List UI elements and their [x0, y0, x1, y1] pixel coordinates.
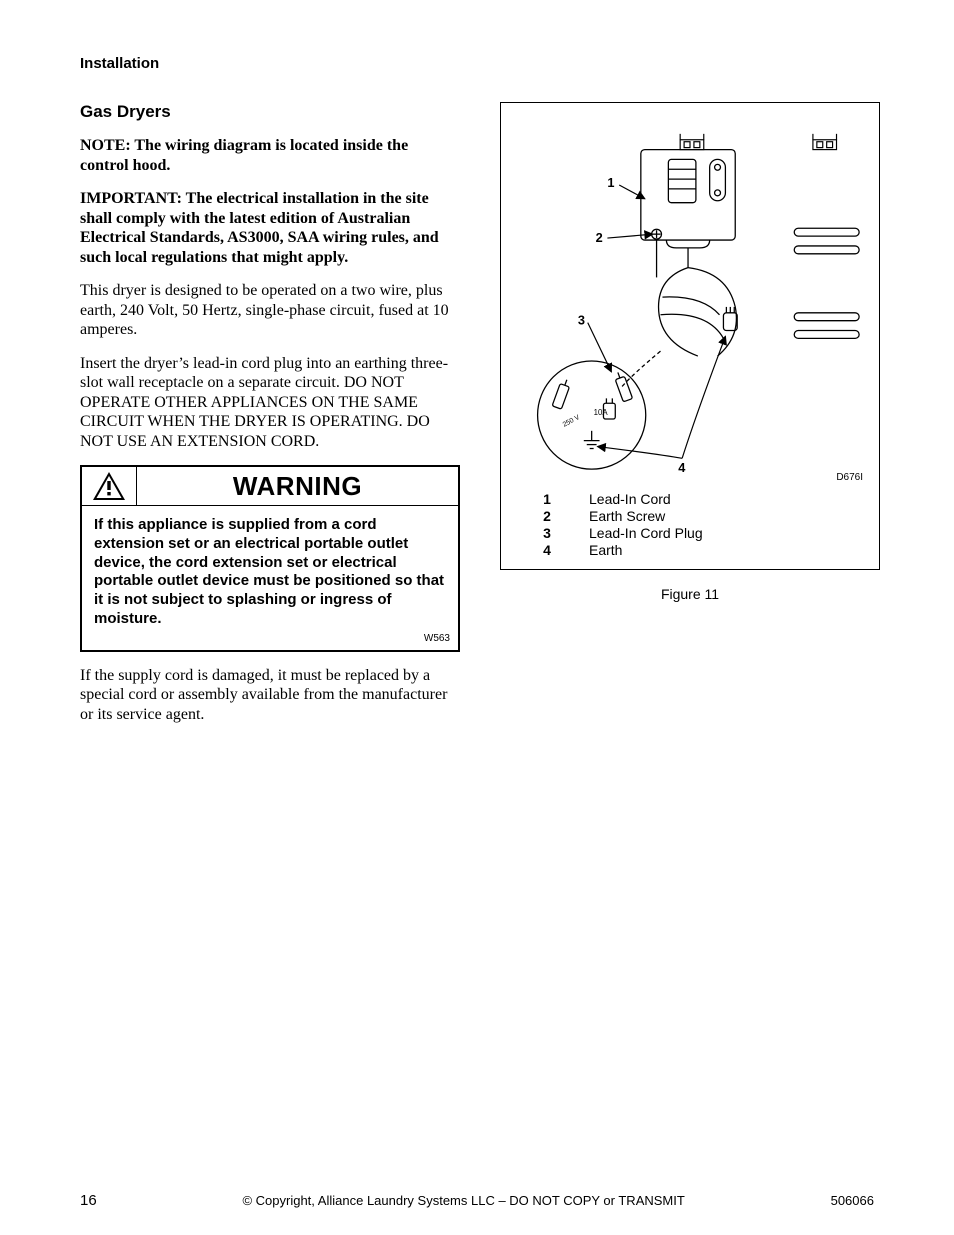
legend-row: 1 Lead-In Cord: [513, 491, 867, 507]
legend-row: 4 Earth: [513, 542, 867, 558]
document-page: Installation Gas Dryers NOTE: The wiring…: [0, 0, 954, 1235]
left-column: Gas Dryers NOTE: The wiring diagram is l…: [80, 102, 460, 738]
legend-label: Earth Screw: [565, 508, 665, 524]
two-column-layout: Gas Dryers NOTE: The wiring diagram is l…: [80, 102, 874, 738]
callout-num: 1: [607, 175, 614, 190]
body-paragraph-2: Insert the dryer’s lead-in cord plug int…: [80, 354, 460, 452]
footer-docnum: 506066: [831, 1193, 874, 1208]
figure-caption: Figure 11: [500, 586, 880, 602]
figure-legend: 1 Lead-In Cord 2 Earth Screw 3 Lead-In C…: [513, 491, 867, 558]
wiring-diagram-svg: 10A 250 V 1 2 3: [513, 117, 867, 487]
important-paragraph: IMPORTANT: The electrical installation i…: [80, 189, 460, 267]
warning-box: WARNING If this appliance is supplied fr…: [80, 465, 460, 652]
right-column: 10A 250 V 1 2 3: [500, 102, 880, 738]
callout-num: 3: [578, 313, 585, 328]
warning-triangle-icon: [92, 471, 126, 501]
callout-num: 2: [596, 230, 603, 245]
subheading-gas-dryers: Gas Dryers: [80, 102, 460, 122]
warning-title: WARNING: [233, 471, 362, 502]
warning-header-row: WARNING: [82, 467, 458, 506]
body-paragraph-1: This dryer is designed to be operated on…: [80, 281, 460, 340]
figure-code: D676I: [836, 472, 863, 483]
figure-box: 10A 250 V 1 2 3: [500, 102, 880, 570]
legend-num: 1: [513, 491, 565, 507]
legend-num: 2: [513, 508, 565, 524]
footer-page-number: 16: [80, 1192, 97, 1209]
body-paragraph-3: If the supply cord is damaged, it must b…: [80, 666, 460, 725]
legend-num: 3: [513, 525, 565, 541]
warning-body-text: If this appliance is supplied from a cor…: [82, 506, 458, 633]
legend-label: Lead-In Cord: [565, 491, 671, 507]
diagram: 10A 250 V 1 2 3: [513, 117, 867, 487]
note-paragraph: NOTE: The wiring diagram is located insi…: [80, 136, 460, 175]
footer-copyright: © Copyright, Alliance Laundry Systems LL…: [242, 1193, 684, 1208]
fuse-amp-text: 10A: [594, 408, 609, 417]
legend-label: Earth: [565, 542, 622, 558]
legend-label: Lead-In Cord Plug: [565, 525, 703, 541]
warning-icon-cell: [82, 467, 137, 505]
warning-code: W563: [82, 633, 458, 650]
fuse-volt-text: 250 V: [562, 414, 582, 429]
legend-row: 2 Earth Screw: [513, 508, 867, 524]
warning-title-cell: WARNING: [137, 467, 458, 505]
legend-row: 3 Lead-In Cord Plug: [513, 525, 867, 541]
section-header: Installation: [80, 55, 874, 72]
callout-num: 4: [678, 460, 686, 475]
page-footer: 16 © Copyright, Alliance Laundry Systems…: [80, 1192, 874, 1209]
legend-num: 4: [513, 542, 565, 558]
